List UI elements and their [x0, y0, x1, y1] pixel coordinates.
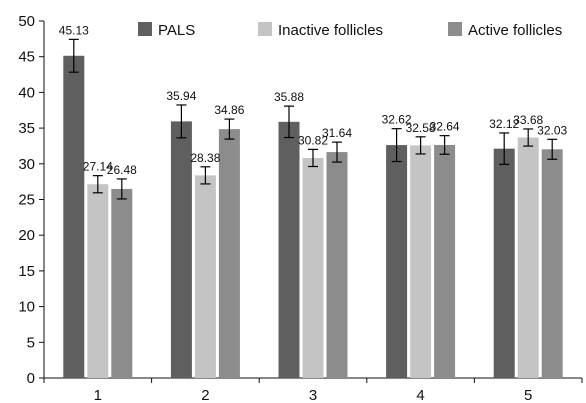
data-label: 30.82	[298, 133, 328, 147]
data-label: 32.62	[382, 113, 412, 127]
legend-swatch	[448, 22, 462, 36]
data-label: 35.88	[274, 90, 304, 104]
bar	[170, 121, 192, 378]
data-label: 28.38	[190, 151, 220, 165]
x-tick-label: 4	[416, 387, 424, 403]
data-label: 32.03	[537, 123, 567, 137]
x-axis: 1 2 3 4 5	[43, 377, 583, 403]
bar	[434, 144, 456, 378]
data-label: 35.94	[166, 89, 196, 103]
bar	[111, 188, 133, 378]
legend: PALS Inactive follicles Active follicles	[138, 22, 562, 39]
bar	[493, 148, 515, 378]
x-tick-label: 5	[524, 387, 532, 403]
x-tick-label: 1	[94, 387, 102, 403]
y-tick-label: 50	[18, 13, 35, 30]
data-label: 27.14	[83, 160, 113, 174]
data-label: 33.68	[513, 113, 543, 127]
error-bars	[68, 38, 558, 200]
y-tick-label: 35	[18, 120, 35, 137]
data-label: 32.58	[406, 121, 436, 135]
x-tick-label: 3	[309, 387, 317, 403]
y-tick-label: 15	[18, 263, 35, 280]
bar	[278, 121, 300, 378]
data-label: 26.48	[107, 163, 137, 177]
legend-label: Active follicles	[468, 22, 562, 39]
data-label: 32.12	[489, 117, 519, 131]
y-tick-label: 30	[18, 156, 35, 173]
legend-label: Inactive follicles	[278, 22, 383, 39]
y-tick-label: 45	[18, 49, 35, 66]
data-label: 32.64	[430, 120, 460, 134]
bar	[386, 145, 408, 378]
y-tick-label: 40	[18, 84, 35, 101]
bar	[410, 145, 432, 378]
y-tick-label: 10	[18, 299, 35, 316]
data-label: 45.13	[59, 23, 89, 37]
bar	[194, 175, 216, 378]
legend-label: PALS	[158, 22, 195, 39]
bar	[302, 157, 324, 378]
y-tick-label: 5	[27, 334, 35, 351]
bar	[541, 149, 563, 378]
y-tick-label: 0	[27, 370, 35, 387]
bar	[218, 129, 240, 378]
y-tick-label: 25	[18, 192, 35, 209]
x-tick-label: 2	[201, 387, 209, 403]
data-label: 31.64	[322, 126, 352, 140]
bar	[326, 152, 348, 378]
y-tick-label: 20	[18, 227, 35, 244]
bar	[87, 184, 109, 378]
bar	[517, 137, 539, 378]
bar	[63, 55, 85, 379]
y-axis: 0 5 10 15 20 25 30 35 40 45 50	[18, 13, 45, 387]
bars	[63, 55, 563, 379]
legend-swatch	[258, 22, 272, 36]
legend-swatch	[138, 22, 152, 36]
data-label: 34.86	[214, 103, 244, 117]
